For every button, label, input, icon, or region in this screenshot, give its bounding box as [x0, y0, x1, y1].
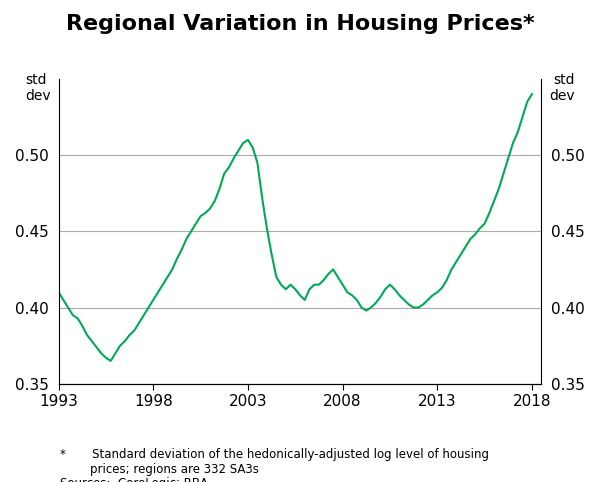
- Text: prices; regions are 332 SA3s: prices; regions are 332 SA3s: [60, 463, 259, 476]
- Y-axis label: std
dev: std dev: [25, 73, 50, 103]
- Text: *       Standard deviation of the hedonically-adjusted log level of housing: * Standard deviation of the hedonically-…: [60, 448, 489, 461]
- Text: Sources:  CoreLogic; RBA: Sources: CoreLogic; RBA: [60, 477, 208, 482]
- Text: Regional Variation in Housing Prices*: Regional Variation in Housing Prices*: [65, 14, 535, 34]
- Y-axis label: std
dev: std dev: [550, 73, 575, 103]
